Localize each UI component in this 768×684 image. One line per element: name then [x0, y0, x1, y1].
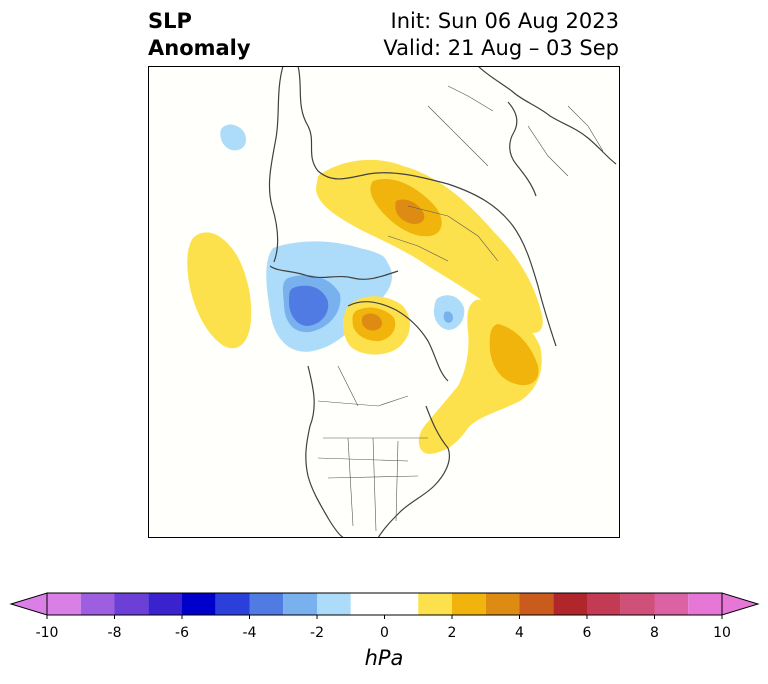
colorbar-tick-label: 6	[582, 625, 592, 641]
valid-range: Valid: 21 Aug – 03 Sep	[383, 36, 619, 60]
colorbar-unit: hPa	[364, 646, 404, 670]
colorbar	[9, 592, 760, 619]
colorbar-tick-label: 0	[380, 625, 389, 641]
negative-anomaly-region-europe	[220, 124, 246, 151]
political-borders	[317, 85, 604, 532]
colorbar-bin	[654, 593, 689, 615]
colorbar-tick-label: 10	[713, 625, 731, 641]
colorbar-bin	[688, 593, 722, 615]
colorbar-tick-label: -10	[35, 625, 59, 641]
negative-anomaly-region-east-siberian	[326, 247, 389, 279]
negative-anomaly-region-arctic	[433, 295, 465, 330]
colorbar-bin	[249, 593, 284, 615]
colorbar-bin	[317, 593, 351, 615]
map-border	[148, 66, 620, 538]
colorbar-bin	[519, 593, 554, 615]
colorbar-bin	[553, 593, 587, 615]
colorbar-tick-label: -8	[107, 625, 122, 641]
colorbar-extend-low	[9, 592, 48, 616]
title-line-2: Anomaly	[148, 36, 251, 60]
colorbar-tick-label: -6	[175, 625, 189, 641]
map-title: SLP Anomaly	[148, 8, 251, 62]
colorbar-bin	[182, 593, 216, 615]
colorbar-tick-label: 2	[447, 625, 457, 641]
colorbar-bin	[418, 593, 452, 615]
colorbar-bin	[47, 593, 81, 615]
colorbar-bin	[452, 593, 486, 615]
title-line-1: SLP	[148, 9, 192, 33]
colorbar-bin	[350, 593, 419, 615]
anomaly-map	[148, 66, 620, 538]
coastlines	[268, 66, 617, 538]
colorbar-tick-label: -2	[310, 625, 324, 641]
colorbar-tick-label: 8	[650, 625, 659, 641]
colorbar-extend-high	[721, 592, 760, 616]
colorbar-tick-label: 4	[515, 625, 524, 641]
colorbar-bin	[283, 593, 317, 615]
colorbar-bin	[215, 593, 250, 615]
positive-anomaly-region-siberia	[316, 159, 543, 334]
colorbar-bin	[485, 593, 520, 615]
colorbar-bin	[620, 593, 655, 615]
colorbar-bin	[148, 593, 182, 615]
colorbar-bin	[587, 593, 621, 615]
positive-anomaly-region-north-pacific	[187, 232, 252, 349]
positive-anomaly-region-arctic-center	[342, 296, 410, 355]
colorbar-bin	[114, 593, 149, 615]
colorbar-tick-label: -4	[242, 625, 257, 641]
forecast-dates: Init: Sun 06 Aug 2023 Valid: 21 Aug – 03…	[383, 8, 619, 62]
init-date: Init: Sun 06 Aug 2023	[390, 9, 619, 33]
colorbar-bin	[80, 593, 115, 615]
positive-anomaly-region-atlantic	[418, 299, 542, 454]
